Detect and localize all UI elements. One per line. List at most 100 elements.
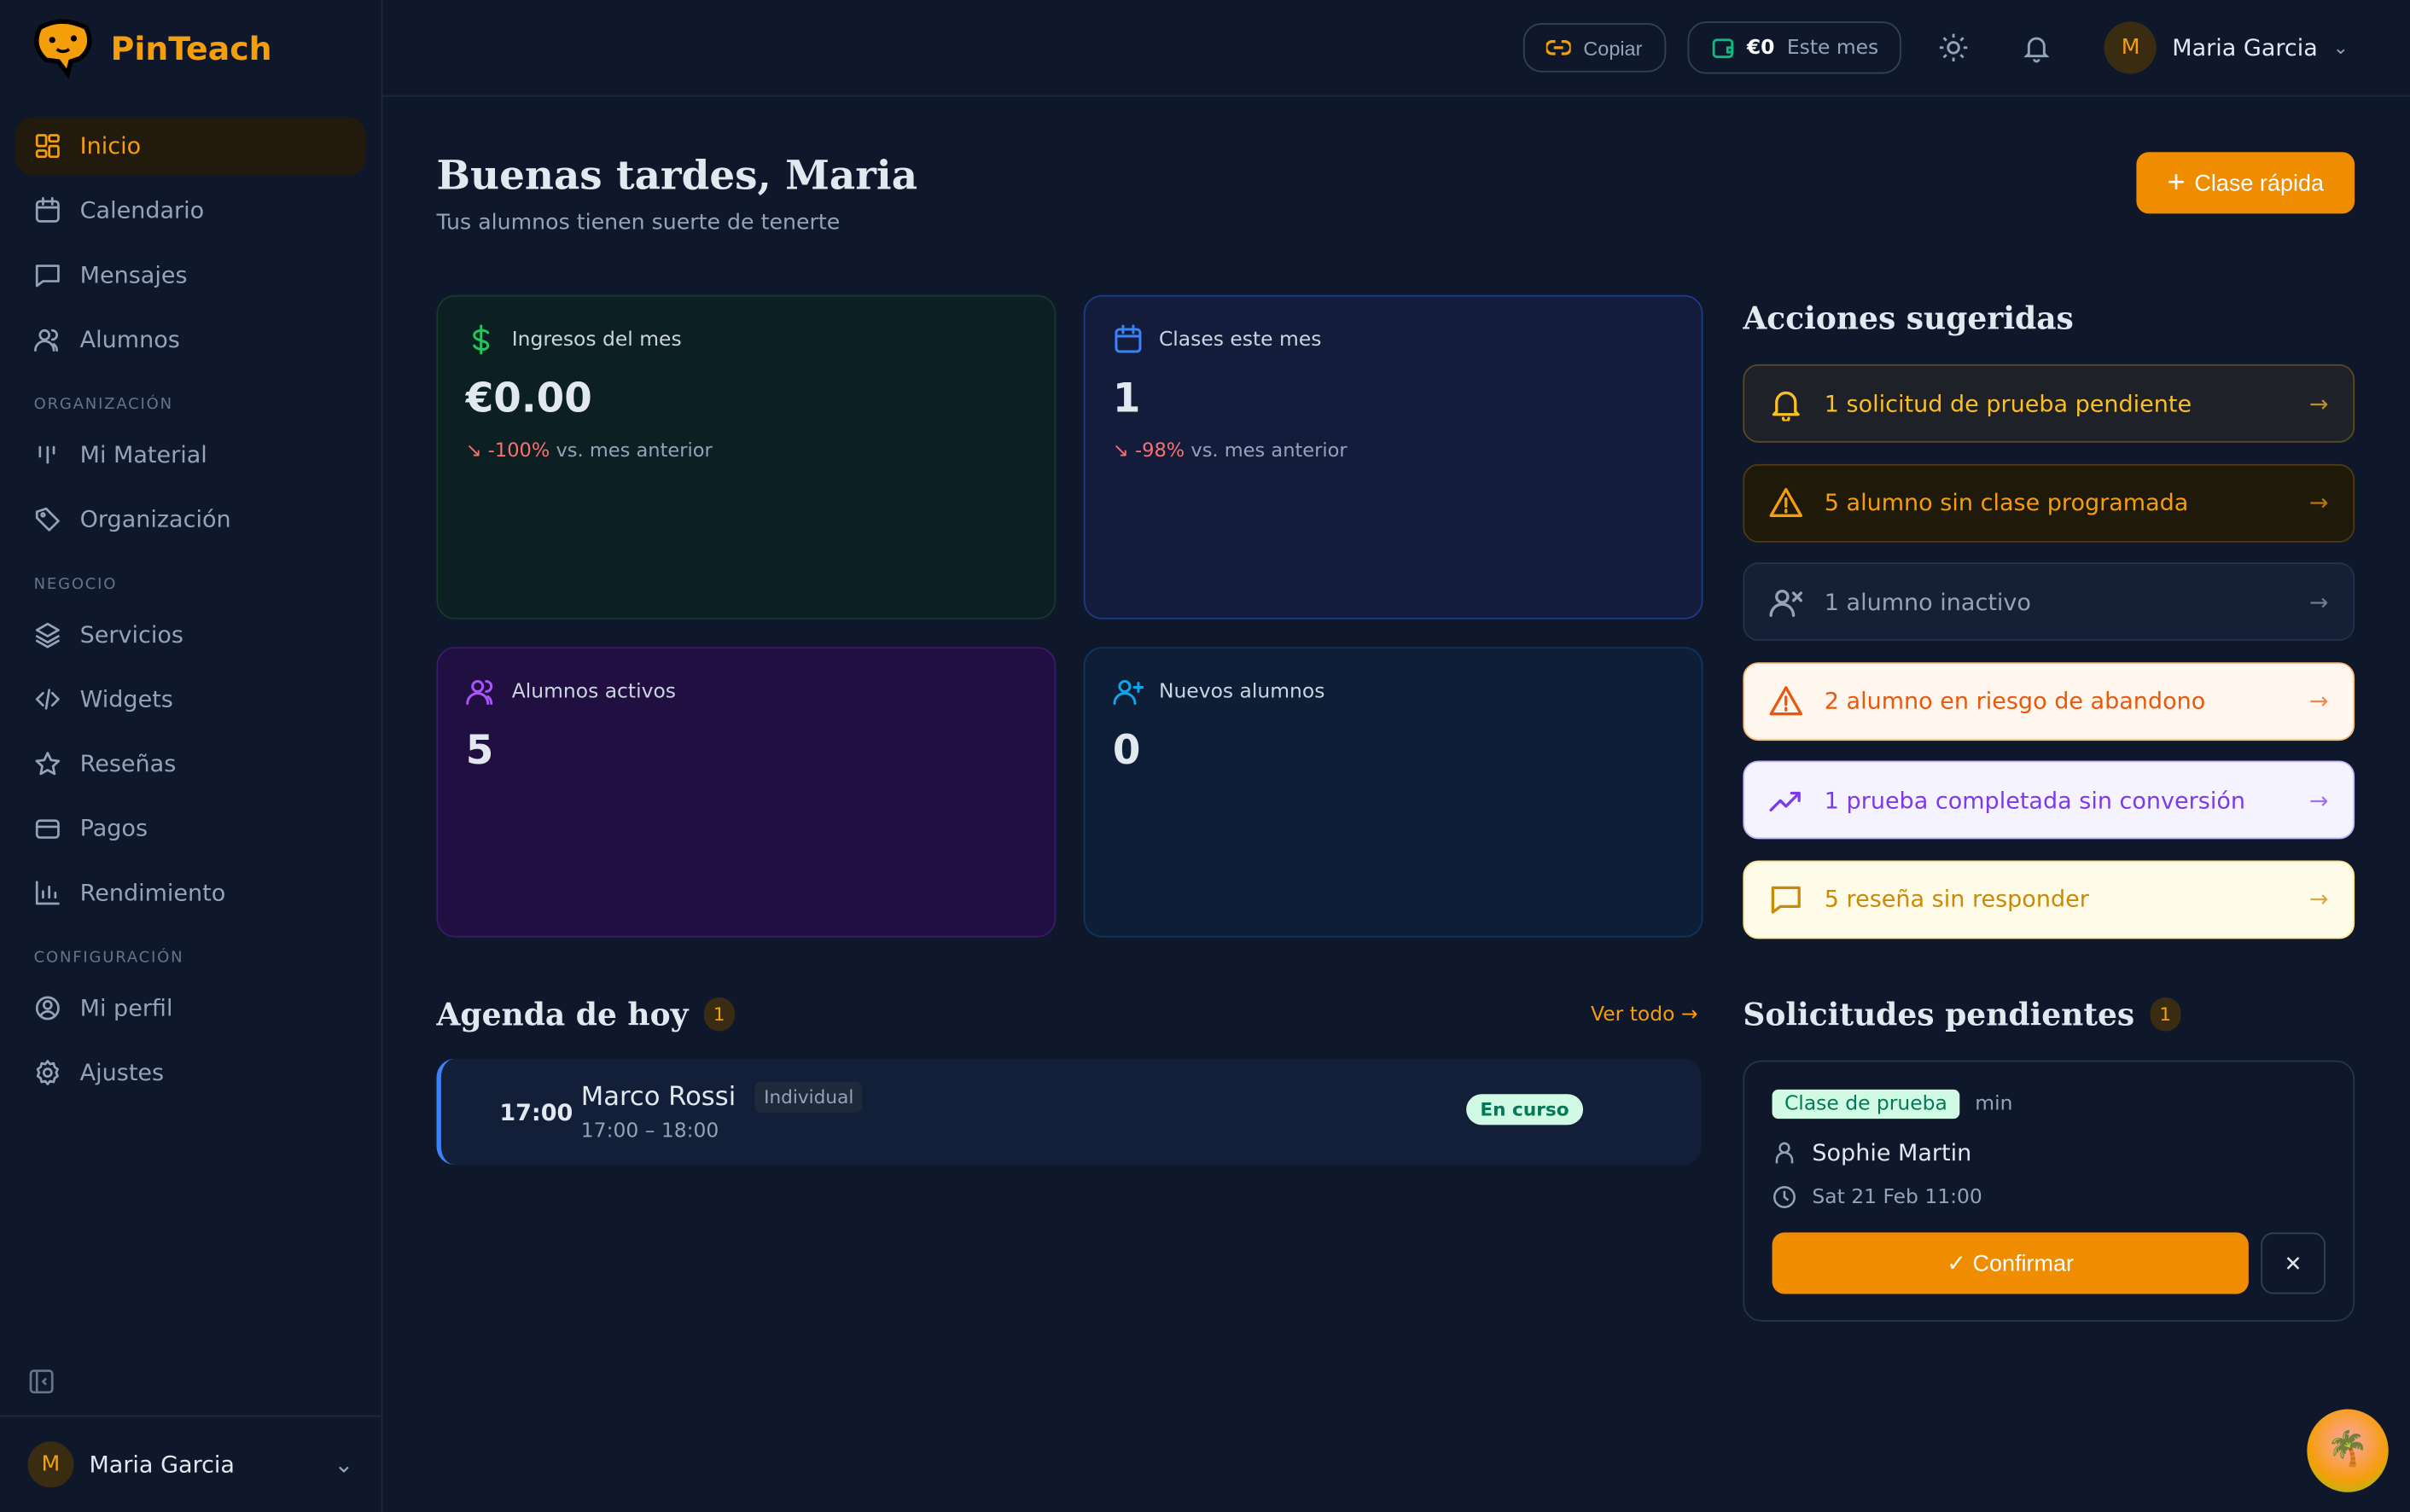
- credit-card-icon: [35, 819, 60, 839]
- earnings-pill[interactable]: €0 Este mes: [1686, 21, 1902, 74]
- sidebar-item-alumnos[interactable]: Alumnos: [15, 311, 366, 369]
- agenda-item[interactable]: 17:00 Marco Rossi Individual 17:00 – 18:…: [436, 1058, 1702, 1166]
- stat-card: Ingresos del mes €0.00 ↘ -100% vs. mes ant…: [436, 294, 1057, 619]
- agenda-range: 17:00 – 18:00: [580, 1119, 719, 1143]
- suggestion-item[interactable]: 2 alumno en riesgo de abandono →: [1743, 661, 2355, 741]
- suggestion-item[interactable]: 1 prueba completada sin conversión →: [1743, 760, 2355, 840]
- theme-toggle-button[interactable]: [1924, 32, 1985, 63]
- message-icon: [35, 265, 60, 288]
- view-all-link[interactable]: Ver todo →: [1591, 1003, 1697, 1026]
- beach-icon: 🌴: [2326, 1430, 2369, 1469]
- message-icon: [1771, 886, 1801, 914]
- quick-class-button[interactable]: + Clase rápida: [2136, 152, 2355, 214]
- agenda-type-badge: Individual: [754, 1081, 864, 1113]
- sidebar-item-label: Organización: [79, 505, 231, 533]
- view-all-label: Ver todo: [1591, 1003, 1675, 1027]
- sidebar-item-mi-material[interactable]: Mi Material: [15, 426, 366, 484]
- earnings-label: Este mes: [1786, 36, 1879, 60]
- sidebar-item-servicios[interactable]: Servicios: [15, 606, 366, 664]
- sidebar-item-pagos[interactable]: Pagos: [15, 800, 366, 858]
- avatar: M: [27, 1441, 74, 1488]
- stat-change-suffix: vs. mes anterior: [556, 438, 713, 462]
- status-badge: En curso: [1466, 1094, 1583, 1125]
- arrow-right-icon: →: [2308, 389, 2329, 417]
- calendar-icon: [35, 196, 60, 223]
- copy-link-button[interactable]: Copiar: [1523, 23, 1666, 73]
- suggestion-item[interactable]: 5 reseña sin responder →: [1743, 859, 2355, 939]
- request-type-badge: Clase de prueba: [1772, 1089, 1960, 1119]
- sidebar-item-ajustes[interactable]: Ajustes: [15, 1044, 366, 1102]
- sidebar-item-widgets[interactable]: Widgets: [15, 670, 366, 728]
- sidebar-item-label: Alumnos: [79, 325, 180, 354]
- stat-value: 5: [465, 728, 494, 775]
- sidebar-item-reseñas[interactable]: Reseñas: [15, 735, 366, 793]
- sidebar-section-title: ORGANIZACIÓN: [33, 396, 173, 414]
- suggestion-text: 2 alumno en riesgo de abandono: [1824, 687, 2206, 715]
- logo[interactable]: PinTeach: [31, 19, 272, 80]
- requests-count-badge: 1: [2150, 997, 2181, 1032]
- sidebar-item-label: Pagos: [79, 814, 148, 842]
- calendar-icon: [1115, 324, 1142, 353]
- user-icon: [1775, 1142, 1794, 1164]
- sidebar-section-title: CONFIGURACIÓN: [33, 950, 184, 967]
- suggestion-item[interactable]: 1 solicitud de prueba pendiente →: [1743, 363, 2355, 443]
- suggestion-item[interactable]: 1 alumno inactivo →: [1743, 562, 2355, 642]
- sidebar-item-organización[interactable]: Organización: [15, 491, 366, 549]
- collapse-sidebar-button[interactable]: [27, 1368, 55, 1395]
- avatar: M: [2104, 21, 2157, 74]
- wallet-icon: [1711, 38, 1733, 59]
- sidebar-item-label: Rendimiento: [79, 879, 226, 907]
- request-student: Sophie Martin: [1812, 1138, 1972, 1166]
- close-icon: ✕: [2284, 1250, 2302, 1275]
- sidebar-item-inicio[interactable]: Inicio: [15, 116, 366, 176]
- arrow-right-icon: →: [2308, 687, 2329, 715]
- suggestion-item[interactable]: 5 alumno sin clase programada →: [1743, 463, 2355, 542]
- confirm-button[interactable]: ✓ Confirmar: [1772, 1232, 2249, 1294]
- sidebar-item-mi-perfil[interactable]: Mi perfil: [15, 979, 366, 1037]
- sun-icon: [1940, 33, 1968, 62]
- logo-icon: [34, 19, 92, 79]
- suggestion-text: 5 alumno sin clase programada: [1824, 488, 2189, 517]
- reject-button[interactable]: ✕: [2261, 1232, 2326, 1294]
- sidebar-item-calendario[interactable]: Calendario: [15, 182, 366, 240]
- sidebar-item-rendimiento[interactable]: Rendimiento: [15, 864, 366, 922]
- user-menu[interactable]: M Maria Garcia ⌄: [2104, 21, 2349, 74]
- sidebar-item-label: Reseñas: [79, 749, 177, 778]
- suggestion-text: 1 alumno inactivo: [1824, 587, 2031, 616]
- trending-down-icon: ↘: [465, 438, 482, 462]
- sidebar-item-label: Servicios: [79, 620, 183, 649]
- bell-icon: [1772, 390, 1800, 421]
- sidebar-item-label: Ajustes: [79, 1058, 165, 1087]
- sidebar-item-mensajes[interactable]: Mensajes: [15, 246, 366, 304]
- user-circle-icon: [35, 996, 60, 1021]
- chevron-down-icon: ⌄: [334, 1451, 354, 1479]
- arrow-right-icon: →: [2308, 488, 2329, 517]
- bar-chart-icon: [35, 881, 60, 905]
- trending-down-icon: ↘: [1112, 438, 1129, 462]
- requests-title: Solicitudes pendientes 1: [1743, 996, 2181, 1032]
- plus-icon: +: [2167, 165, 2186, 200]
- sidebar-item-label: Widgets: [79, 685, 173, 713]
- stat-card: Clases este mes 1 ↘ -98% vs. mes anterior: [1083, 294, 1703, 619]
- quick-class-label: Clase rápida: [2194, 170, 2325, 196]
- copy-label: Copiar: [1583, 36, 1643, 60]
- floating-assistant-button[interactable]: 🌴: [2307, 1409, 2389, 1492]
- material-icon: [38, 445, 55, 464]
- topbar: Copiar €0 Este mes M Maria Garcia ⌄: [382, 0, 2410, 97]
- notifications-button[interactable]: [2006, 32, 2068, 63]
- suggestion-text: 1 prueba completada sin conversión: [1824, 786, 2246, 814]
- request-datetime: Sat 21 Feb 11:00: [1812, 1185, 1982, 1209]
- suggestions-title: Acciones sugeridas: [1743, 299, 2074, 337]
- user-name: Maria Garcia: [89, 1451, 235, 1479]
- layers-icon: [35, 622, 60, 648]
- confirm-label: Confirmar: [1972, 1251, 2075, 1277]
- user-name: Maria Garcia: [2172, 33, 2318, 62]
- stat-card: Nuevos alumnos 0: [1083, 647, 1703, 938]
- users-icon: [466, 679, 493, 705]
- stat-value: 1: [1112, 376, 1141, 423]
- stat-label: Ingresos del mes: [511, 328, 682, 352]
- stat-label: Alumnos activos: [511, 679, 676, 703]
- sidebar-collapse-icon: [29, 1370, 54, 1394]
- sidebar-item-label: Mi perfil: [79, 994, 173, 1022]
- sidebar-user-menu[interactable]: M Maria Garcia ⌄: [0, 1415, 381, 1512]
